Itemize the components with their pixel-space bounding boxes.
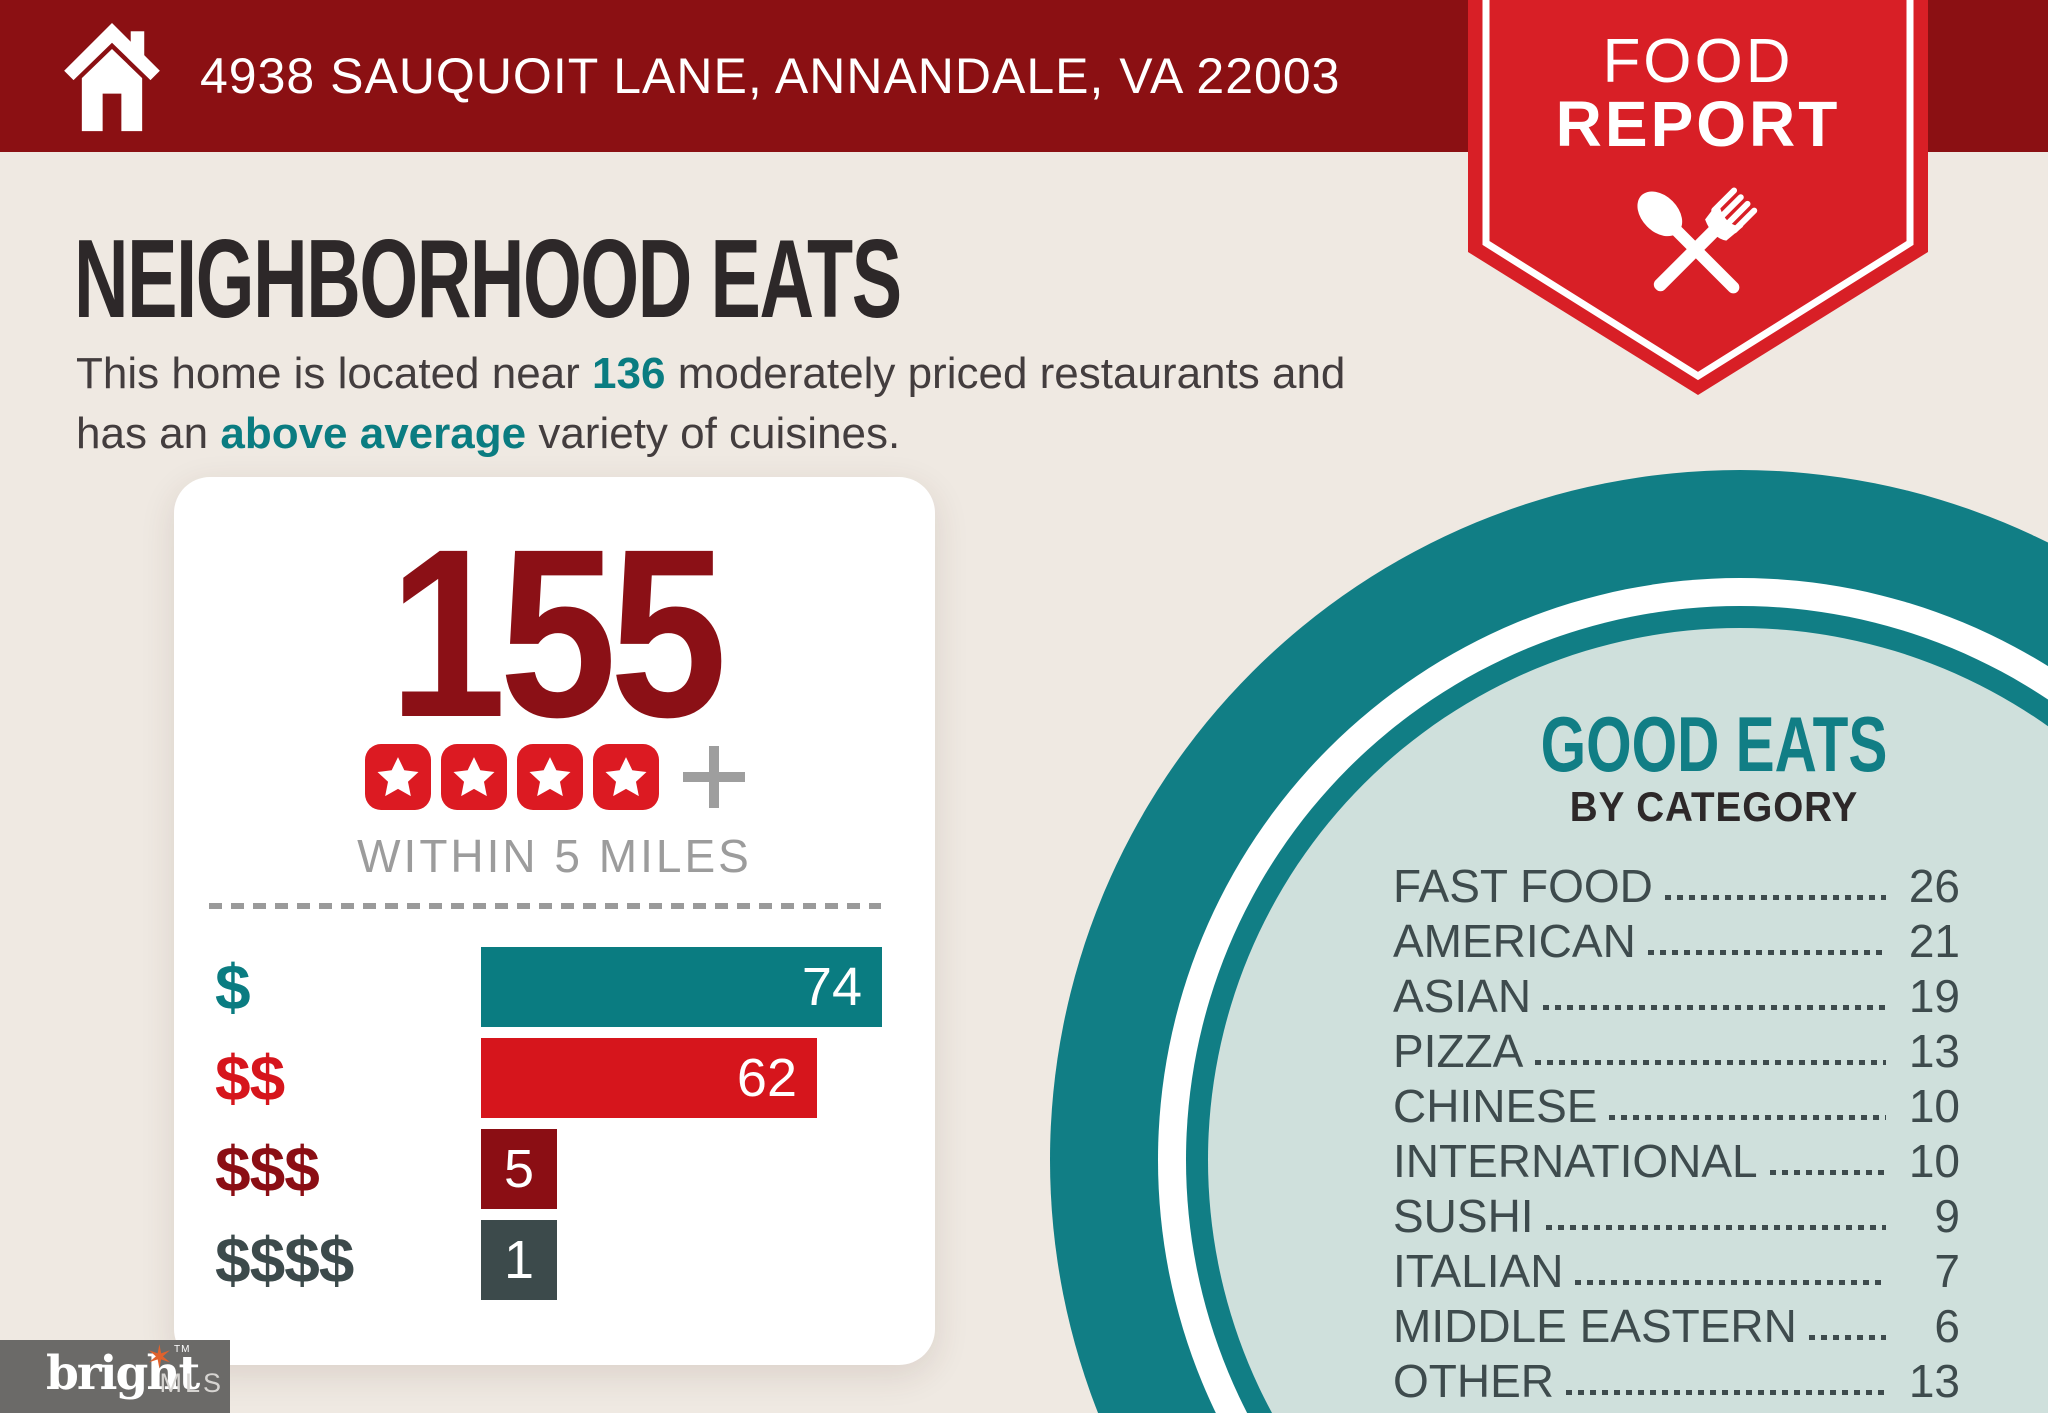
category-label: CHINESE	[1393, 1079, 1598, 1132]
price-tier-label: $$$	[215, 1133, 320, 1205]
category-row: MIDDLE EASTERN 6	[1393, 1298, 1960, 1353]
radius-caption: WITHIN 5 MILES	[357, 830, 752, 882]
price-tier-bar: 62	[481, 1038, 817, 1118]
price-tier-row: $$ 62	[174, 1038, 935, 1118]
good-eats-title: GOOD EATS	[1540, 700, 1888, 788]
page-subtitle: This home is located near 136 moderately…	[76, 344, 1345, 464]
crossed-spoon-fork-icon	[1637, 187, 1758, 294]
category-label: PIZZA	[1393, 1024, 1524, 1077]
good-eats-header: GOOD EATS BY CATEGORY	[1454, 704, 1974, 830]
dotted-leader	[1543, 1005, 1886, 1010]
category-label: ASIAN	[1393, 969, 1532, 1022]
food-report-ribbon: FOOD REPORT	[1468, 0, 1928, 395]
category-row: OTHER 13	[1393, 1353, 1960, 1408]
price-tier-value: 74	[801, 957, 862, 1017]
ribbon-line2: REPORT	[1556, 88, 1841, 160]
price-tier-bar: 5	[481, 1129, 557, 1209]
price-tier-value: 5	[503, 1139, 535, 1199]
category-row: PIZZA 13	[1393, 1023, 1960, 1078]
price-tier-row: $$$$ 1	[174, 1220, 935, 1300]
category-count: 13	[1908, 1024, 1960, 1077]
dotted-leader	[1535, 1060, 1886, 1065]
restaurant-count: 136	[592, 349, 666, 398]
subtitle-text: moderately priced restaurants and	[665, 349, 1346, 398]
category-label: AMERICAN	[1393, 914, 1636, 967]
dotted-leader	[1545, 1225, 1886, 1230]
star-icon	[376, 757, 419, 797]
variety-rating: above average	[220, 409, 527, 458]
dotted-leader	[1609, 1115, 1886, 1120]
rating-stars	[174, 741, 935, 813]
subtitle-text: has an	[76, 409, 221, 458]
subtitle-line-1: This home is located near 136 moderately…	[76, 344, 1345, 404]
star-box	[440, 744, 507, 810]
restaurant-summary-card: 155 WITHIN 5 MILES $74 $$ 62 $$$ 5 $$$$ 1	[174, 477, 935, 1365]
category-row: FAST FOOD 26	[1393, 858, 1960, 913]
category-row: AMERICAN 21	[1393, 913, 1960, 968]
star-box	[516, 744, 583, 810]
price-tier-bar: 1	[481, 1220, 557, 1300]
category-label: FAST FOOD	[1393, 859, 1653, 912]
sparkle-star-icon: ✶	[146, 1339, 173, 1375]
dotted-leader	[1575, 1280, 1886, 1285]
category-count: 10	[1908, 1079, 1960, 1132]
category-label: MIDDLE EASTERN	[1393, 1299, 1797, 1352]
page-title: NEIGHBORHOOD EATS	[74, 217, 902, 341]
category-count: 21	[1908, 914, 1960, 967]
trademark-symbol: TM	[174, 1344, 191, 1355]
star-box	[592, 744, 659, 810]
dotted-leader	[1664, 895, 1886, 900]
category-list: FAST FOOD 26 AMERICAN 21 ASIAN 19 PIZZA 13 CHINE…	[1393, 858, 1960, 1408]
category-count: 19	[1908, 969, 1960, 1022]
category-count: 9	[1934, 1189, 1960, 1242]
category-count: 26	[1908, 859, 1960, 912]
price-tier-label: $	[215, 951, 251, 1023]
price-tier-label: $$$$	[215, 1224, 354, 1296]
category-count: 13	[1908, 1354, 1960, 1407]
subtitle-text: variety of cuisines.	[526, 409, 901, 458]
bright-wordmark: bright	[46, 1346, 200, 1401]
mls-wordmark: MLS	[159, 1368, 224, 1398]
price-tier-row: $74	[174, 947, 935, 1027]
star-icon	[604, 757, 647, 797]
category-label: INTERNATIONAL	[1393, 1134, 1758, 1187]
price-tier-bar: 74	[481, 947, 882, 1027]
bright-mls-logo: bright ✶ TM MLS	[0, 1339, 230, 1413]
subtitle-text: This home is located near	[76, 349, 593, 398]
dotted-leader	[1647, 950, 1886, 955]
dashed-divider	[209, 903, 881, 909]
category-label: SUSHI	[1393, 1189, 1534, 1242]
home-icon	[64, 22, 160, 132]
star-icon	[528, 757, 571, 797]
dotted-leader	[1566, 1390, 1886, 1395]
category-label: ITALIAN	[1393, 1244, 1564, 1297]
category-row: CHINESE 10	[1393, 1078, 1960, 1133]
category-row: ITALIAN 7	[1393, 1243, 1960, 1298]
property-address: 4938 SAUQUOIT LANE, ANNANDALE, VA 22003	[200, 48, 1341, 104]
category-count: 7	[1934, 1244, 1960, 1297]
price-tier-label: $$	[215, 1042, 285, 1114]
star-icon	[452, 757, 495, 797]
good-eats-subtitle: BY CATEGORY	[1569, 783, 1859, 830]
price-tier-row: $$$ 5	[174, 1129, 935, 1209]
category-row: INTERNATIONAL 10	[1393, 1133, 1960, 1188]
subtitle-line-2: has an above average variety of cuisines…	[76, 404, 1345, 464]
price-tier-bar-chart: $74 $$ 62 $$$ 5 $$$$ 1	[174, 947, 935, 1311]
price-tier-value: 1	[503, 1230, 535, 1290]
price-tier-value: 62	[736, 1048, 797, 1108]
dotted-leader	[1808, 1335, 1886, 1340]
category-row: SUSHI 9	[1393, 1188, 1960, 1243]
category-count: 6	[1934, 1299, 1960, 1352]
category-count: 10	[1908, 1134, 1960, 1187]
ribbon-line1: FOOD	[1602, 27, 1793, 96]
plus-icon	[682, 746, 745, 808]
category-row: ASIAN 19	[1393, 968, 1960, 1023]
category-label: OTHER	[1393, 1354, 1554, 1407]
dotted-leader	[1769, 1170, 1886, 1175]
star-box	[364, 744, 431, 810]
total-restaurant-count: 155	[388, 499, 727, 767]
